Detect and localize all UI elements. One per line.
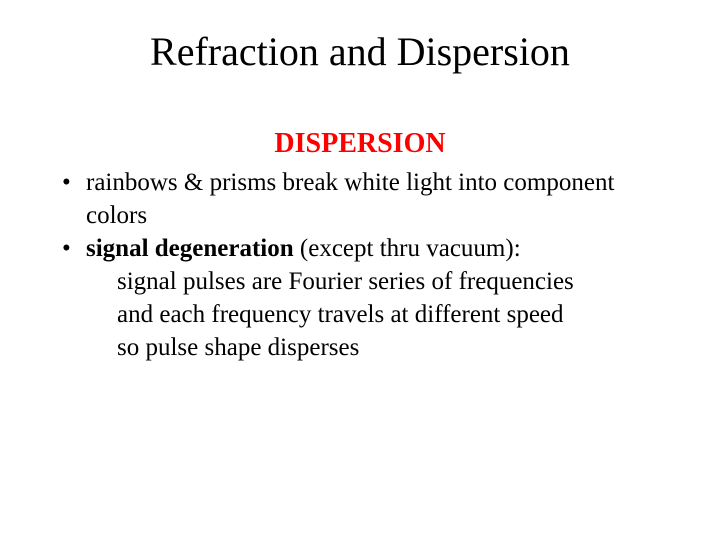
bullet-text: signal degeneration (except thru vacuum)… [86,232,662,265]
slide-subtitle: DISPERSION [0,128,720,160]
bold-text: signal degeneration [86,235,294,262]
slide-content: • rainbows & prisms break white light in… [62,166,662,364]
sub-line: and each frequency travels at different … [62,298,662,331]
bullet-text: rainbows & prisms break white light into… [86,166,662,232]
bullet-item: • signal degeneration (except thru vacuu… [62,232,662,265]
bullet-marker: • [62,232,86,265]
plain-text: (except thru vacuum): [294,235,521,262]
sub-line: so pulse shape disperses [62,331,662,364]
slide-title: Refraction and Dispersion [0,28,720,75]
bullet-item: • rainbows & prisms break white light in… [62,166,662,232]
sub-line: signal pulses are Fourier series of freq… [62,265,662,298]
bullet-marker: • [62,166,86,199]
